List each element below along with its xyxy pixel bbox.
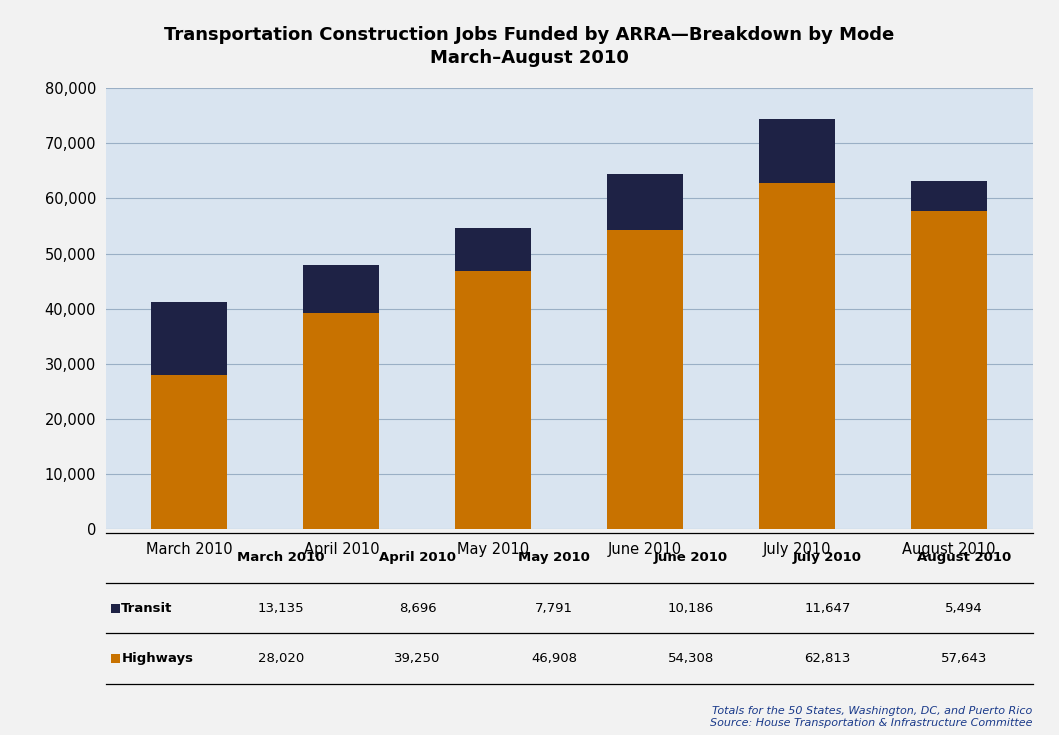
Text: Transportation Construction Jobs Funded by ARRA—Breakdown by Mode
March–August 2: Transportation Construction Jobs Funded … — [164, 26, 895, 68]
Text: 39,250: 39,250 — [394, 652, 441, 665]
Bar — [607, 230, 683, 529]
Text: Totals for the 50 States, Washington, DC, and Puerto Rico
Source: House Transpor: Totals for the 50 States, Washington, DC… — [710, 706, 1033, 728]
Bar — [607, 173, 683, 230]
Text: 46,908: 46,908 — [532, 652, 577, 665]
Bar — [151, 302, 228, 375]
Bar — [455, 270, 532, 529]
Text: August 2010: August 2010 — [917, 551, 1011, 564]
Text: March 2010: March 2010 — [237, 551, 324, 564]
Text: 57,643: 57,643 — [941, 652, 987, 665]
Bar — [455, 228, 532, 270]
Bar — [303, 313, 379, 529]
Bar — [759, 183, 836, 529]
Text: 11,647: 11,647 — [805, 602, 850, 614]
Text: 10,186: 10,186 — [668, 602, 714, 614]
Bar — [911, 212, 987, 529]
Bar — [911, 181, 987, 212]
Bar — [303, 265, 379, 313]
Text: June 2010: June 2010 — [653, 551, 728, 564]
Text: April 2010: April 2010 — [379, 551, 456, 564]
Text: July 2010: July 2010 — [793, 551, 862, 564]
Text: Highways: Highways — [122, 652, 194, 665]
Text: 13,135: 13,135 — [257, 602, 304, 614]
Text: 7,791: 7,791 — [535, 602, 573, 614]
Text: 28,020: 28,020 — [257, 652, 304, 665]
Text: 54,308: 54,308 — [668, 652, 714, 665]
Text: 62,813: 62,813 — [805, 652, 850, 665]
Text: Transit: Transit — [122, 602, 173, 614]
Bar — [759, 119, 836, 183]
Text: 8,696: 8,696 — [398, 602, 436, 614]
Text: 5,494: 5,494 — [946, 602, 983, 614]
Bar — [151, 375, 228, 529]
Text: May 2010: May 2010 — [518, 551, 590, 564]
